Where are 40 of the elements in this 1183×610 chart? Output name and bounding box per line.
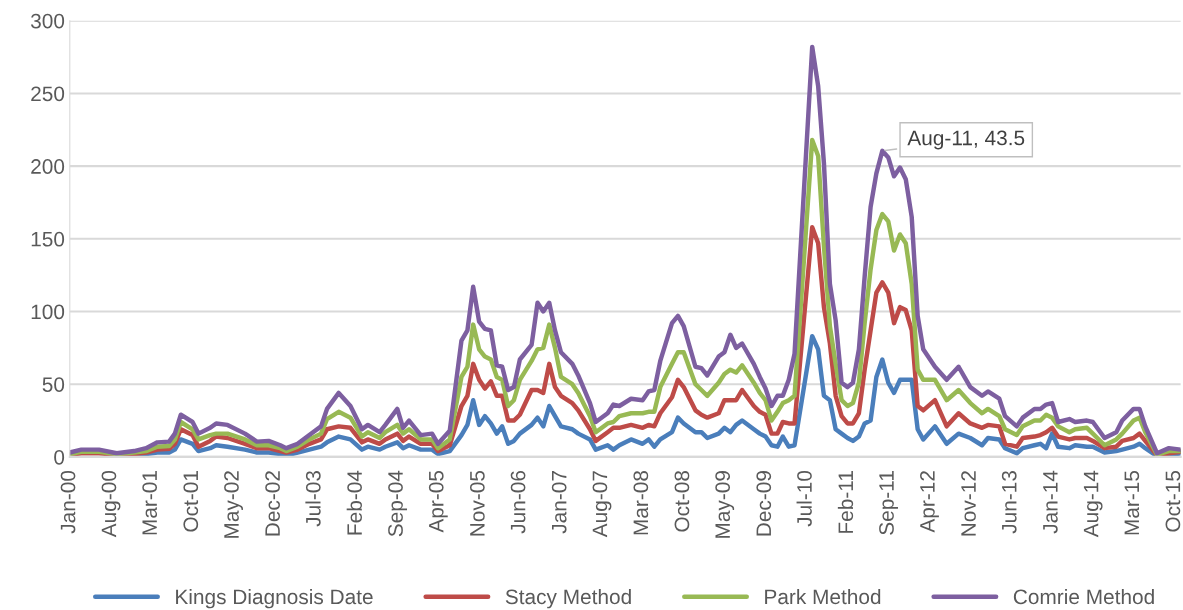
x-tick-label: Sep-04 (388, 470, 408, 537)
legend-label: Stacy Method (505, 588, 631, 609)
x-tick-label: Aug-00 (101, 470, 121, 538)
x-tick-label: May-09 (715, 471, 735, 538)
legend-label: Kings Diagnosis Date (176, 588, 373, 609)
x-tick-label: Dec-09 (756, 471, 772, 536)
x-tick-label: Jul-10 (796, 470, 812, 527)
x-tick-label: Jun-06 (510, 470, 526, 534)
x-tick-label: Dec-02 (265, 471, 280, 536)
x-tick-label: May-02 (224, 471, 243, 538)
x-tick-label: Apr-05 (428, 470, 448, 533)
y-tick-label: 250 (31, 86, 65, 102)
legend-label: Park Method (765, 588, 881, 605)
x-tick-label: Feb-04 (346, 470, 362, 535)
x-tick-label: Jan-14 (1043, 470, 1058, 534)
y-tick-label: 100 (31, 304, 65, 320)
x-tick-label: Jul-03 (305, 471, 321, 527)
x-tick-label: Mar-15 (1124, 470, 1140, 535)
x-tick-label: Jan-00 (60, 470, 76, 534)
y-tick-label: 200 (31, 159, 65, 174)
x-tick-label: Oct-15 (1165, 470, 1181, 532)
x-tick-label: Aug-07 (592, 471, 612, 538)
x-tick-label: Sep-11 (879, 471, 898, 535)
x-tick-label: Feb-11 (837, 471, 854, 533)
x-tick-label: Aug-14 (1083, 470, 1103, 538)
x-tick-label: Jun-13 (1001, 470, 1017, 534)
y-tick-label: 50 (42, 377, 65, 392)
x-tick-label: Apr-12 (920, 471, 939, 533)
legend-label: Comrie Method (1013, 588, 1154, 605)
x-tick-label: Oct-08 (674, 470, 690, 532)
x-tick-label: Jan-07 (551, 471, 567, 534)
y-tick-label: 150 (31, 231, 65, 247)
x-tick-label: Nov-05 (469, 470, 485, 536)
x-tick-label: Mar-08 (633, 470, 649, 535)
x-tick-label: Mar-01 (142, 471, 158, 535)
y-tick-label: 0 (54, 449, 65, 465)
y-tick-label: 300 (30, 13, 65, 29)
annotation: Aug-11, 43.5 (907, 130, 1025, 150)
x-tick-label: Nov-12 (961, 471, 976, 536)
x-tick-label: Oct-01 (183, 471, 199, 532)
